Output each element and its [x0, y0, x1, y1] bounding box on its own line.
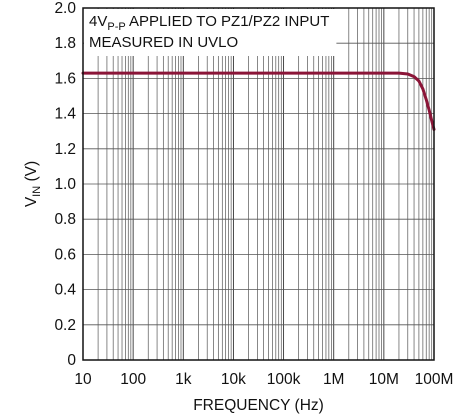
x-tick-label: 10M: [369, 371, 399, 388]
x-tick-label: 100M: [415, 371, 454, 388]
y-tick-label: 0: [67, 352, 76, 369]
y-tick-label: 0.8: [54, 211, 76, 228]
x-tick-label: 100k: [267, 371, 301, 388]
x-tick-label: 100: [120, 371, 146, 388]
y-tick-label: 1.2: [54, 141, 76, 158]
y-tick-label: 0.2: [54, 317, 76, 334]
x-tick-label: 1M: [323, 371, 345, 388]
series-line: [81, 71, 436, 131]
y-axis-label-main: V: [23, 196, 40, 207]
tick-labels: 10 100 1k 10k 100k 1M 10M 100M 0 0.2 0.4 0.6 0.8 1.0 1…: [54, 0, 453, 388]
annotation-line-1-suffix: APPLIED TO PZ1/PZ2 INPUT: [126, 13, 330, 30]
annotation-line-1-subscript: P-P: [107, 21, 125, 33]
annotation: 4VP-P APPLIED TO PZ1/PZ2 INPUT MEASURED …: [84, 9, 337, 56]
y-axis-label: VIN (V): [23, 161, 43, 207]
y-tick-label: 0.4: [54, 282, 76, 299]
y-tick-label: 0.6: [54, 246, 76, 263]
annotation-line-1: 4VP-P APPLIED TO PZ1/PZ2 INPUT: [89, 13, 329, 33]
annotation-background: [84, 9, 337, 56]
x-axis-label: FREQUENCY (Hz): [193, 397, 324, 414]
x-tick-label: 10: [74, 371, 92, 388]
series-layer: [81, 71, 436, 131]
y-tick-label: 1.4: [54, 106, 76, 123]
x-tick-label: 1k: [175, 371, 192, 388]
y-tick-label: 2.0: [54, 0, 76, 17]
y-axis-label-subscript: IN: [31, 186, 43, 197]
grid: [82, 7, 434, 361]
x-tick-label: 10k: [221, 371, 246, 388]
y-axis-label-unit: (V): [23, 161, 40, 186]
plot-frame: [82, 7, 435, 361]
annotation-line-2: MEASURED IN UVLO: [89, 34, 238, 51]
annotation-line-1-prefix: 4V: [89, 13, 107, 30]
y-tick-label: 1.0: [54, 176, 76, 193]
y-tick-label: 1.8: [54, 35, 76, 52]
y-tick-label: 1.6: [54, 70, 76, 87]
